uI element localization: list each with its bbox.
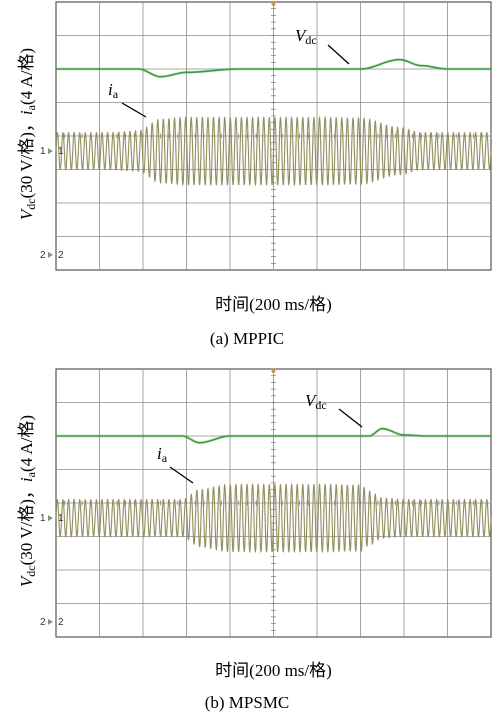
trigger-marker — [271, 2, 276, 6]
channel-marker-inside-2: 2 — [58, 617, 64, 628]
caption-b: (b) MPSMC — [204, 693, 290, 712]
vdc-voltage-trace-glow — [56, 427, 491, 445]
oscilloscope-plot-b: 1 1 2 2 — [40, 368, 492, 638]
vdc-annotation: Vdc — [305, 391, 327, 412]
channel-marker-1: 1 — [40, 513, 46, 524]
vdc-leader-line — [327, 44, 350, 65]
channel-marker-2: 2 — [40, 250, 46, 261]
y-axis-label: Vdc(30 V/格)，ia(4 A/格) — [17, 414, 38, 588]
vdc-annotation: Vdc — [295, 26, 317, 47]
channel-marker-inside-2: 2 — [58, 250, 64, 261]
ia-leader-line — [169, 466, 194, 484]
vdc-voltage-trace — [56, 58, 491, 78]
ia-current-trace — [55, 483, 492, 554]
channel-marker-inside-1: 1 — [58, 513, 64, 524]
channel-marker-1: 1 — [40, 146, 46, 157]
channel-marker-arrow — [48, 618, 53, 625]
channel-marker-inside-1: 1 — [58, 146, 64, 157]
x-axis-label: 时间(200 ms/格) — [215, 661, 332, 680]
ia-annotation: ia — [157, 444, 168, 465]
ia-current-trace — [55, 116, 492, 187]
y-axis-label: Vdc(30 V/格)，ia(4 A/格) — [17, 47, 38, 221]
scope-panel-a: 1 1 2 2 Vdc(30 V/格)，ia(4 A/格) Vdc ia 时间(200… — [0, 0, 494, 360]
channel-marker-arrow — [48, 251, 53, 258]
ia-annotation: ia — [108, 80, 119, 101]
ia-leader-line — [121, 102, 147, 118]
vdc-leader-line — [338, 408, 363, 428]
scope-panel-b: 1 1 2 2 Vdc(30 V/格)，ia(4 A/格) Vdc ia 时间(200… — [0, 367, 494, 727]
channel-marker-arrow — [48, 148, 53, 155]
trigger-marker — [271, 369, 276, 373]
oscilloscope-plot-a: 1 1 2 2 — [40, 1, 492, 271]
vdc-voltage-trace — [56, 427, 491, 444]
vdc-voltage-trace-glow — [56, 58, 491, 79]
caption-a: (a) MPPIC — [209, 329, 285, 348]
channel-marker-arrow — [48, 515, 53, 522]
x-axis-label: 时间(200 ms/格) — [215, 295, 332, 314]
channel-marker-2: 2 — [40, 617, 46, 628]
